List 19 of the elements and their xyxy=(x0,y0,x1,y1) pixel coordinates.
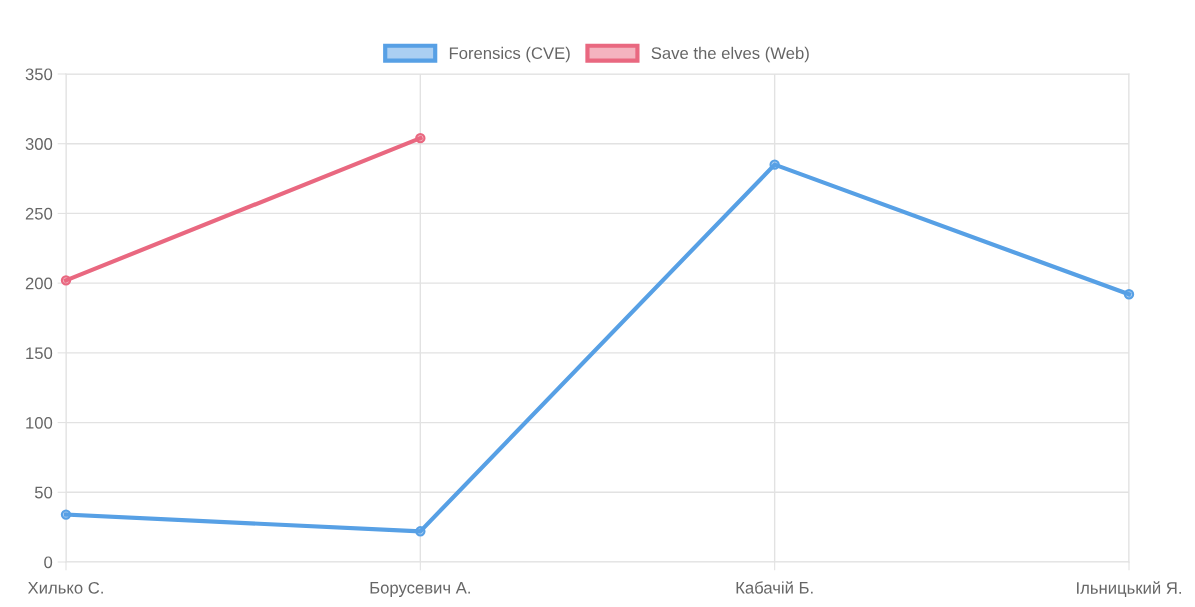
point xyxy=(1123,289,1135,300)
x-tick-label: Ільницький Я. xyxy=(1077,581,1181,597)
y-tick-label: 350 xyxy=(25,68,53,81)
x-tick-label: Кабачій Б. xyxy=(736,581,813,594)
y-tick-label: 150 xyxy=(26,347,53,360)
point xyxy=(415,132,426,144)
x-tick-label: Хилько С. xyxy=(27,581,103,594)
legend-label: Save the elves (Web) xyxy=(651,46,809,63)
y-tick-label: 300 xyxy=(25,138,53,150)
y-tick-label: 250 xyxy=(25,207,53,220)
point xyxy=(60,509,72,520)
x-tick-label: Борусевич А. xyxy=(370,582,470,597)
y-tick-label: 50 xyxy=(34,486,53,499)
y-tick-label: 0 xyxy=(44,556,53,569)
y-tick-label: 200 xyxy=(25,277,53,290)
point xyxy=(415,526,426,537)
y-tick-label: 100 xyxy=(26,416,53,429)
legend-label: Forensics (CVE) xyxy=(449,46,570,63)
point xyxy=(769,159,780,170)
